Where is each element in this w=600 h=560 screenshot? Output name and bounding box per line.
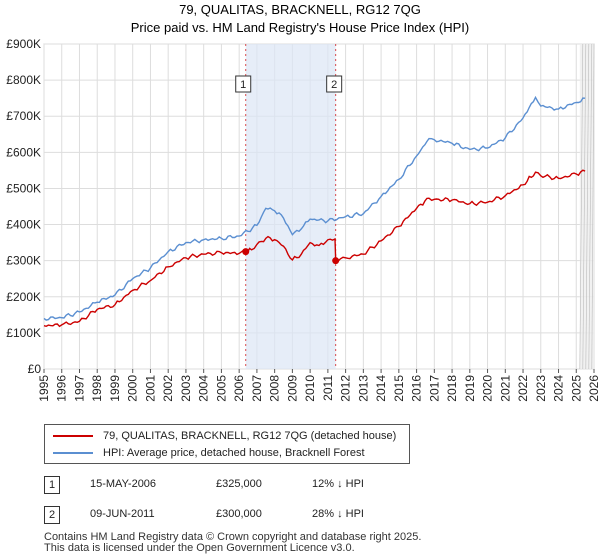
sale-label-box-2 <box>326 75 343 93</box>
x-tick-label: 2016 <box>410 375 424 402</box>
sale-hpi-diff: 28% ↓ HPI <box>312 508 364 520</box>
x-tick-label: 2010 <box>303 375 317 402</box>
legend-label-property: 79, QUALITAS, BRACKNELL, RG12 7QG (detac… <box>103 430 397 442</box>
forecast-hatch <box>582 43 587 370</box>
x-tick-label: 2017 <box>427 375 441 402</box>
chart-title: 79, QUALITAS, BRACKNELL, RG12 7QG <box>179 2 421 17</box>
x-tick-label: 1997 <box>72 375 86 402</box>
y-tick-label: £600K <box>6 145 41 159</box>
price-chart: 79, QUALITAS, BRACKNELL, RG12 7QG Price … <box>6 2 600 402</box>
x-tick-label: 2001 <box>143 375 157 402</box>
y-tick-label: £0 <box>28 362 42 376</box>
y-tick-label: £300K <box>6 254 41 268</box>
x-tick-label: 1996 <box>55 375 69 402</box>
forecast-hatch <box>588 43 593 370</box>
x-tick-label: 2020 <box>481 375 495 402</box>
x-tick-label: 2008 <box>268 375 282 402</box>
x-tick-label: 2004 <box>197 375 211 402</box>
x-tick-label: 2006 <box>232 375 246 402</box>
legend-label-hpi: HPI: Average price, detached house, Brac… <box>103 447 365 459</box>
legend-swatch-hpi <box>53 452 93 454</box>
y-tick-label: £400K <box>6 218 41 232</box>
footer-line-1: Contains HM Land Registry data © Crown c… <box>44 531 422 543</box>
sale-label-2: 2 <box>331 79 337 91</box>
x-tick-label: 2018 <box>445 375 459 402</box>
x-tick-label: 2013 <box>356 375 370 402</box>
y-axis: £0 £100K £200K £300K £400K £500K £600K £700K £80… <box>6 37 41 376</box>
x-tick-label: 2005 <box>214 375 228 402</box>
legend-swatch-property <box>53 435 93 437</box>
legend-item-property: 79, QUALITAS, BRACKNELL, RG12 7QG (detac… <box>53 428 396 444</box>
x-tick-label: 2011 <box>321 375 335 401</box>
x-tick-label: 1998 <box>90 375 104 402</box>
y-tick-label: £500K <box>6 181 41 195</box>
x-tick-label: 2007 <box>250 375 264 402</box>
y-tick-label: £200K <box>6 290 41 304</box>
sale-date: 15-MAY-2006 <box>90 478 157 490</box>
sale-point-1 <box>242 248 250 256</box>
x-tick-label: 2014 <box>374 375 388 402</box>
forecast-hatch <box>585 43 590 370</box>
series-lines <box>43 95 586 328</box>
x-tick-label: 2012 <box>339 375 353 402</box>
x-tick-label: 2026 <box>587 375 600 402</box>
sale-label-box-1 <box>235 75 252 93</box>
forecast-hatch <box>591 43 595 370</box>
sale-price: £300,000 <box>216 508 262 520</box>
series-line-property <box>43 169 586 328</box>
y-tick-label: £900K <box>6 37 41 51</box>
x-tick-label: 2023 <box>534 375 548 402</box>
x-tick-label: 1995 <box>37 375 51 402</box>
sale-price: £325,000 <box>216 478 262 490</box>
chart-subtitle: Price paid vs. HM Land Registry's House … <box>131 20 469 35</box>
sale-date: 09-JUN-2011 <box>90 508 155 520</box>
x-tick-label: 2003 <box>179 375 193 402</box>
x-tick-label: 2025 <box>569 375 583 402</box>
x-tick-label: 2015 <box>392 375 406 402</box>
x-tick-label: 2002 <box>161 375 175 402</box>
shaded-span <box>245 44 336 369</box>
x-tick-label: 2022 <box>516 375 530 402</box>
footer-attribution: Contains HM Land Registry data © Crown c… <box>44 532 421 554</box>
x-tick-label: 1999 <box>108 375 122 402</box>
y-tick-label: £700K <box>6 109 41 123</box>
x-tick-label: 2021 <box>498 375 512 402</box>
x-axis: 1995 1996 1997 1998 1999 2000 2001 2002 2003 2004… <box>37 369 600 402</box>
sale-point-2 <box>332 257 340 265</box>
legend: 79, QUALITAS, BRACKNELL, RG12 7QG (detac… <box>44 424 410 464</box>
y-tick-label: £100K <box>6 326 41 340</box>
y-tick-label: £800K <box>6 73 41 87</box>
x-tick-label: 2024 <box>552 375 566 402</box>
legend-item-hpi: HPI: Average price, detached house, Brac… <box>53 445 365 461</box>
series-line-hpi <box>43 95 586 321</box>
shaded-period <box>245 43 595 370</box>
x-tick-label: 2000 <box>126 375 140 402</box>
footer-line-2: This data is licensed under the Open Gov… <box>44 542 355 554</box>
sale-badge: 2 <box>44 506 60 524</box>
x-tick-label: 2009 <box>285 375 299 402</box>
sale-hpi-diff: 12% ↓ HPI <box>312 478 364 490</box>
sale-label-1: 1 <box>240 79 246 91</box>
x-tick-label: 2019 <box>463 375 477 402</box>
sale-badge: 1 <box>44 476 60 494</box>
